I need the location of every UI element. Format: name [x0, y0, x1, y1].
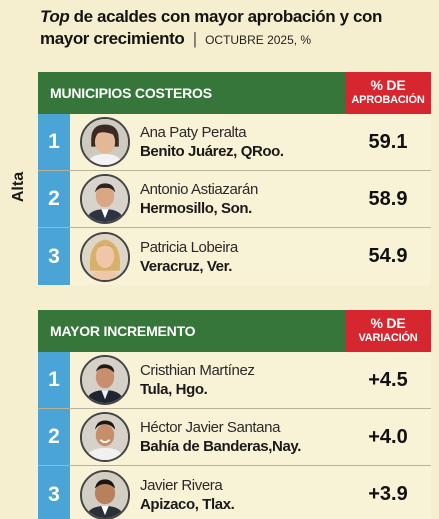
- person-place: Hermosillo, Son.: [140, 200, 252, 217]
- person-name: Javier Rivera: [140, 476, 223, 494]
- male-smiling-portrait-icon: [80, 412, 130, 462]
- section-title: MUNICIPIOS COSTEROS: [38, 72, 345, 114]
- female-short-hair-portrait-icon: [80, 117, 130, 167]
- person-name: Cristhian Martínez: [140, 362, 255, 379]
- rank-number: 1: [38, 352, 72, 408]
- list-item: 3 Javier Rivera Apizaco, Tlax. +3.9: [38, 466, 431, 519]
- section-title: MAYOR INCREMENTO: [38, 310, 345, 352]
- person-place: Veracruz, Ver.: [140, 257, 232, 275]
- person-name: Héctor Javier Santana: [140, 419, 281, 436]
- rank-number: 3: [38, 466, 72, 519]
- person-place: Apizaco, Tlax.: [140, 495, 235, 513]
- person-info: Antonio Astiazarán Hermosillo, Son.: [130, 180, 345, 218]
- title-main: de acaldes con mayor aprobación y con ma…: [40, 7, 382, 48]
- rank-number: 3: [38, 228, 72, 285]
- list-item: 2 Héctor Javier Santana Bahía de Bandera…: [38, 409, 431, 466]
- metric-line2: VARIACIÓN: [358, 332, 418, 344]
- female-blonde-portrait-icon: [80, 231, 130, 282]
- list-item: 2 Antonio Astiazarán Hermosillo, Son. 58…: [38, 171, 431, 228]
- male-suit-portrait-icon: [80, 174, 130, 224]
- metric-line2: APROBACIÓN: [351, 94, 425, 106]
- person-info: Javier Rivera Apizaco, Tlax.: [130, 476, 345, 514]
- metric-line1: % DE: [370, 315, 406, 331]
- person-place: Benito Juárez, QRoo.: [140, 143, 284, 160]
- section-header: MAYOR INCREMENTO % DE VARIACIÓN: [38, 310, 431, 352]
- rank-number: 2: [38, 409, 72, 465]
- person-info: Héctor Javier Santana Bahía de Banderas,…: [130, 418, 345, 456]
- metric-header: % DE VARIACIÓN: [345, 310, 431, 352]
- list-item: 3 Patricia Lobeira Veracruz, Ver. 54.9: [38, 228, 431, 285]
- person-place: Tula, Hgo.: [140, 381, 208, 398]
- side-label: Alta: [10, 171, 27, 203]
- metric-line1: % DE: [370, 77, 406, 93]
- metric-value: +3.9: [368, 483, 408, 505]
- metric-value: 54.9: [368, 245, 408, 267]
- person-info: Ana Paty Peralta Benito Juárez, QRoo.: [130, 123, 345, 161]
- person-info: Cristhian Martínez Tula, Hgo.: [130, 361, 345, 399]
- list-item: 1 Ana Paty Peralta Benito Juárez, QRoo. …: [38, 114, 431, 171]
- section-header: MUNICIPIOS COSTEROS % DE APROBACIÓN: [38, 72, 431, 114]
- metric-value: 58.9: [368, 187, 408, 210]
- ranking-list: 1 Cristhian Martínez Tula, Hgo. +4.5 2 H…: [38, 352, 431, 519]
- person-name: Patricia Lobeira: [140, 238, 238, 256]
- person-info: Patricia Lobeira Veracruz, Ver.: [130, 238, 345, 276]
- title-subtitle: OCTUBRE 2025, %: [205, 33, 312, 47]
- person-place: Bahía de Banderas,Nay.: [140, 438, 301, 455]
- infographic-title: Top de acaldes con mayor aprobación y co…: [40, 6, 435, 51]
- rank-number: 1: [38, 114, 72, 170]
- section-mayor-incremento: MAYOR INCREMENTO % DE VARIACIÓN 1 Cristh…: [38, 310, 431, 519]
- title-emphasis: Top: [40, 7, 70, 26]
- male-suit-portrait-icon: [80, 355, 130, 405]
- section-municipios-costeros: MUNICIPIOS COSTEROS % DE APROBACIÓN 1 An…: [38, 72, 431, 285]
- list-item: 1 Cristhian Martínez Tula, Hgo. +4.5: [38, 352, 431, 409]
- metric-header: % DE APROBACIÓN: [345, 72, 431, 114]
- male-suit-portrait-icon: [80, 469, 130, 519]
- metric-value: +4.0: [368, 425, 408, 448]
- metric-value: +4.5: [368, 368, 408, 391]
- ranking-list: 1 Ana Paty Peralta Benito Juárez, QRoo. …: [38, 114, 431, 285]
- metric-value: 59.1: [368, 130, 408, 153]
- person-name: Ana Paty Peralta: [140, 124, 247, 141]
- title-separator: |: [192, 29, 197, 48]
- person-name: Antonio Astiazarán: [140, 181, 258, 198]
- rank-number: 2: [38, 171, 72, 227]
